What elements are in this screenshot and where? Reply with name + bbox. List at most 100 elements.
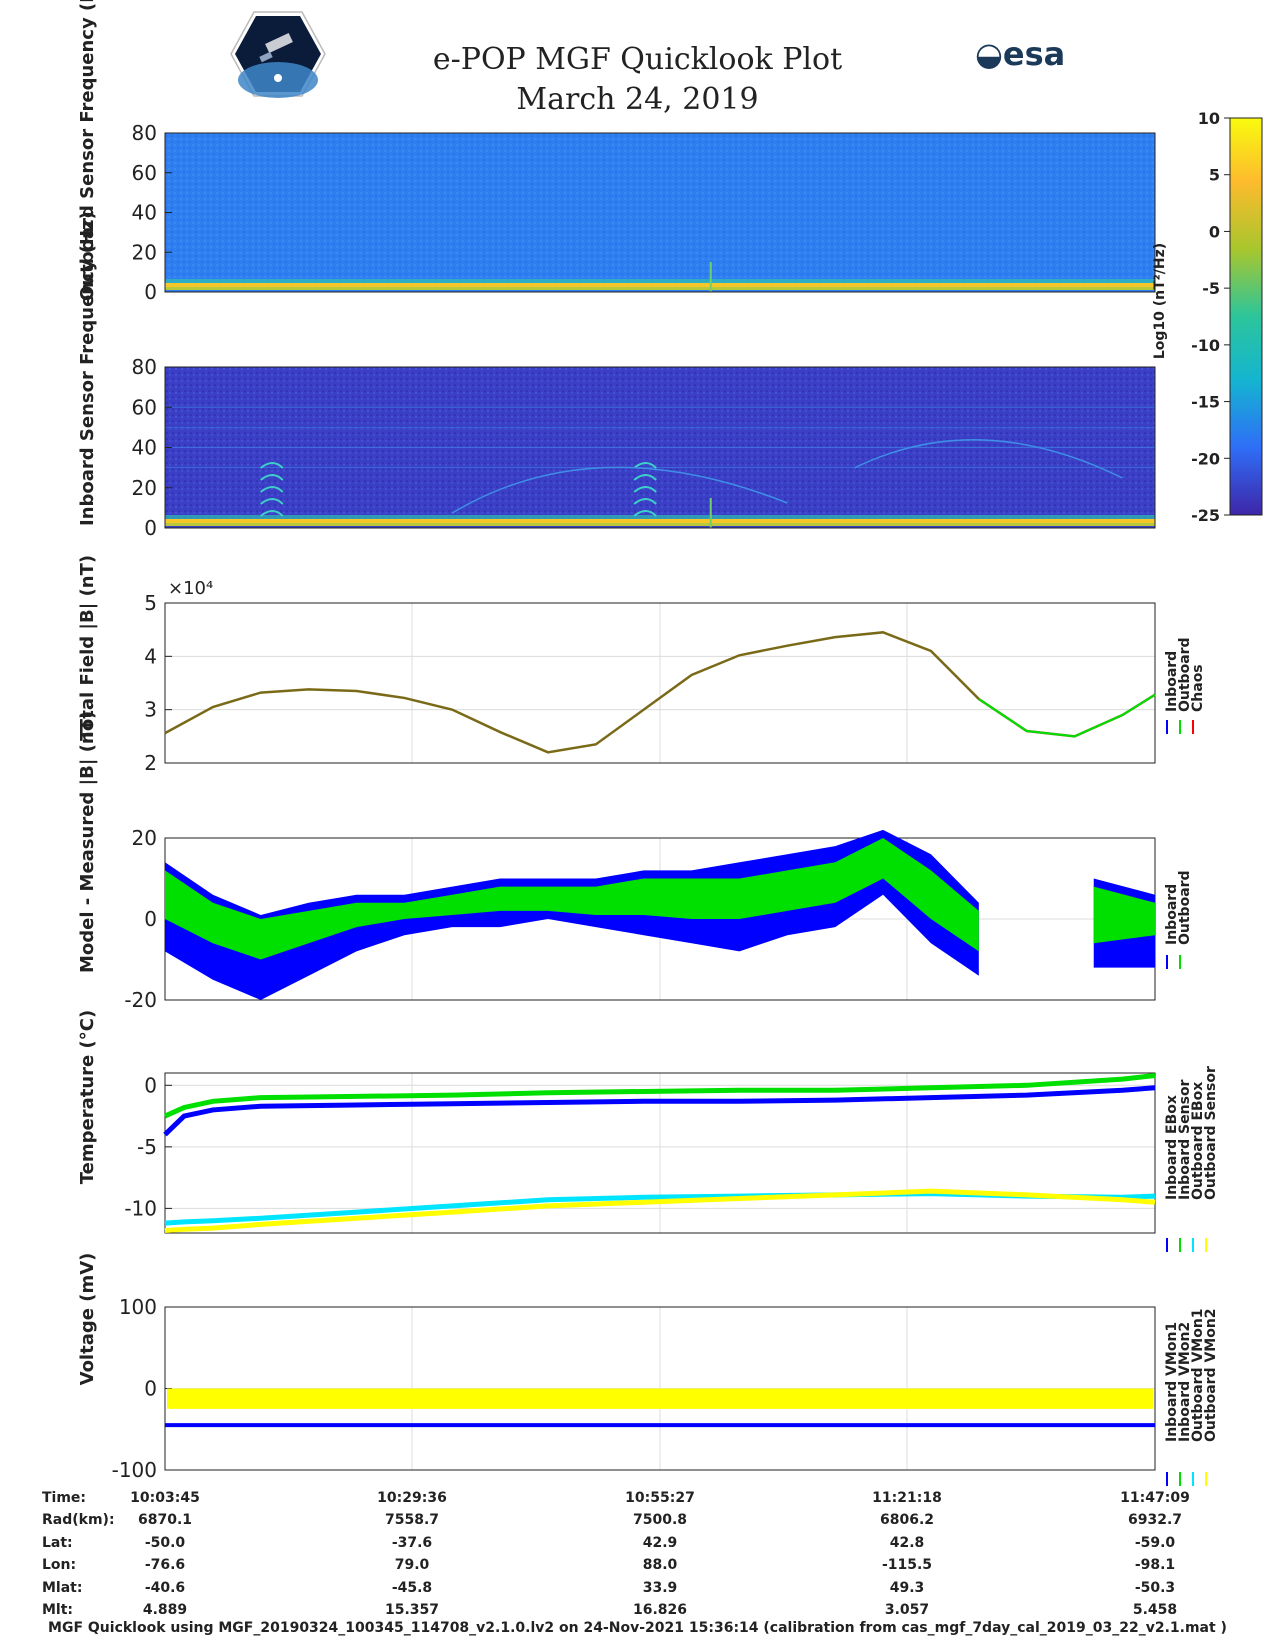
- info-cell: 33.9: [642, 1580, 678, 1596]
- low-frequency-band: [165, 515, 1155, 519]
- info-cell: -37.6: [391, 1535, 433, 1551]
- info-cell: 42.9: [642, 1535, 678, 1551]
- whistler-arc: [633, 510, 657, 517]
- info-cell: 16.826: [632, 1602, 688, 1618]
- whistler-arc: [260, 486, 284, 493]
- y-tick-label: 0: [144, 280, 157, 304]
- colorbar-tick-label: 5: [1209, 166, 1220, 185]
- scale-note: ×10⁴: [168, 578, 214, 599]
- y-tick-label: 80: [132, 355, 157, 379]
- temperature-line: [163, 1072, 1156, 1119]
- colorbar-tick-label: -10: [1191, 336, 1220, 355]
- info-cell: 11:21:18: [872, 1490, 942, 1506]
- info-cell: 15.357: [384, 1602, 440, 1618]
- legend-panel5: Inboard EBox Inboard Sensor Outboard EBo…: [1164, 1066, 1219, 1200]
- legend-panel3: Inboard Outboard Chaos: [1164, 637, 1206, 712]
- info-row-label: Mlt:: [42, 1602, 74, 1618]
- info-cell: 7500.8: [632, 1512, 688, 1528]
- axes-frame: [164, 602, 1156, 764]
- axes-frame: [164, 366, 1156, 529]
- colorbar-tick-label: 0: [1209, 222, 1220, 241]
- whistler-arc: [260, 498, 284, 505]
- y-tick-label: 5: [144, 591, 157, 615]
- y-tick-label: 0: [144, 516, 157, 540]
- dispersion-arc: [854, 439, 1123, 479]
- info-cell: 7558.7: [384, 1512, 440, 1528]
- ylabel-panel6: Voltage (mV): [77, 1252, 98, 1386]
- esa-logo: ◒esa: [975, 35, 1066, 73]
- colorbar-label: Log10 (nT²/Hz): [1152, 242, 1168, 360]
- y-tick-label: 4: [144, 644, 157, 668]
- info-row-label: Mlat:: [42, 1580, 83, 1596]
- y-tick-label: 0: [144, 1073, 157, 1097]
- info-cell: -98.1: [1134, 1557, 1176, 1573]
- y-tick-label: 40: [132, 436, 157, 460]
- outboard-band: [1093, 886, 1155, 944]
- colorbar-tick-label: -25: [1191, 506, 1220, 525]
- y-tick-label: 20: [132, 476, 157, 500]
- info-cell: 88.0: [642, 1557, 678, 1573]
- info-row-label: Rad(km):: [42, 1512, 115, 1528]
- outboard-line: [978, 693, 1156, 738]
- info-cell: -45.8: [391, 1580, 433, 1596]
- y-tick-label: -10: [124, 1196, 157, 1220]
- whistler-arc: [633, 462, 657, 469]
- info-cell: 10:03:45: [130, 1490, 200, 1506]
- ylabel-panel2: Inboard Sensor Frequency (Hz): [77, 211, 98, 526]
- outboard-band: [165, 838, 979, 960]
- y-tick-label: 40: [132, 201, 157, 225]
- y-tick-label: -5: [137, 1135, 157, 1159]
- axes-frame: [164, 132, 1156, 293]
- legend-item: Chaos: [1190, 664, 1206, 712]
- y-tick-label: 2: [144, 751, 157, 775]
- whistler-arc: [633, 498, 657, 505]
- colorbar-tick-label: -15: [1191, 393, 1220, 412]
- legend-item: Outboard Sensor: [1203, 1066, 1219, 1200]
- legend-item: Outboard: [1177, 870, 1193, 945]
- info-cell: -115.5: [881, 1557, 933, 1573]
- legend-panel4: Inboard Outboard: [1164, 870, 1193, 945]
- info-cell: 11:47:09: [1120, 1490, 1190, 1506]
- temperature-line: [164, 1188, 1156, 1234]
- y-tick-label: 0: [144, 1377, 157, 1401]
- cassiope-logo: [230, 10, 326, 98]
- y-tick-label: 60: [132, 161, 157, 185]
- low-frequency-band: [165, 279, 1155, 283]
- info-cell: -40.6: [144, 1580, 186, 1596]
- colorbar-tick-label: 10: [1198, 109, 1220, 128]
- page-title: e-POP MGF Quicklook Plot: [432, 42, 843, 77]
- y-tick-label: 80: [132, 121, 157, 145]
- dispersion-arc: [451, 466, 788, 514]
- footer-note: MGF Quicklook using MGF_20190324_100345_…: [48, 1620, 1227, 1636]
- axes-frame: [164, 1072, 1156, 1234]
- info-cell: -59.0: [1134, 1535, 1176, 1551]
- outboard-vmon2-band: [167, 1388, 1153, 1409]
- y-tick-label: 20: [132, 826, 157, 850]
- info-cell: 6870.1: [137, 1512, 193, 1528]
- info-cell: 79.0: [394, 1557, 430, 1573]
- y-tick-label: 0: [144, 907, 157, 931]
- legend-panel6: Inboard VMon1 Inboard VMon2 Outboard VMo…: [1164, 1308, 1219, 1442]
- esa-logo-text: esa: [1002, 35, 1066, 73]
- y-tick-label: 60: [132, 395, 157, 419]
- colorbar-tick-label: -20: [1191, 449, 1220, 468]
- low-frequency-band: [165, 287, 1155, 290]
- whistler-arc: [260, 510, 284, 517]
- spectrogram: [165, 133, 1155, 292]
- info-cell: -50.0: [144, 1535, 186, 1551]
- y-tick-label: 3: [144, 698, 157, 722]
- info-cell: -76.6: [144, 1557, 186, 1573]
- y-tick-label: -100: [112, 1458, 157, 1482]
- low-frequency-band: [165, 519, 1155, 523]
- legend-item: Outboard VMon2: [1203, 1308, 1219, 1442]
- whistler-arc: [633, 486, 657, 493]
- temperature-line: [163, 1085, 1156, 1137]
- whistler-arc: [260, 474, 284, 481]
- info-cell: 3.057: [884, 1602, 930, 1618]
- ylabel-panel5: Temperature (°C): [77, 1009, 98, 1185]
- low-frequency-band: [165, 523, 1155, 526]
- low-frequency-band: [165, 283, 1155, 287]
- info-cell: 10:55:27: [625, 1490, 695, 1506]
- whistler-arc: [633, 474, 657, 481]
